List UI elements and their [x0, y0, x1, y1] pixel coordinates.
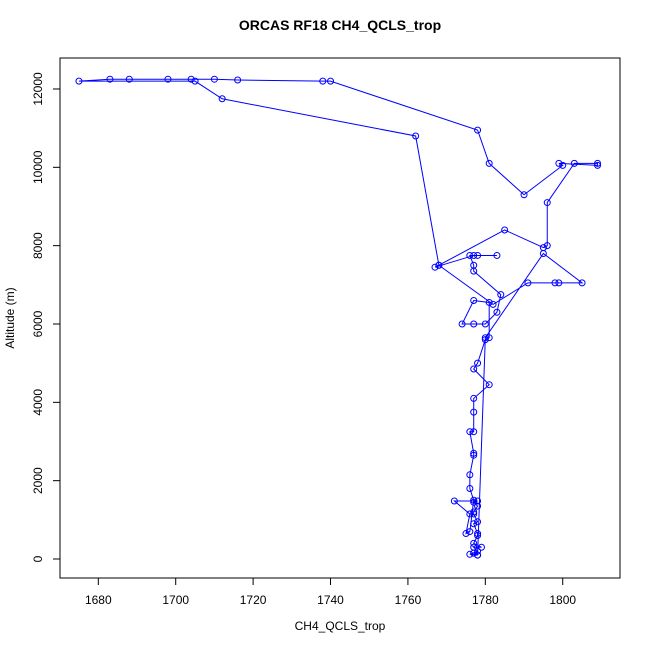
data-point: [470, 261, 478, 269]
data-point: [319, 77, 327, 85]
data-point: [485, 298, 493, 306]
data-point: [501, 226, 509, 234]
x-tick-label: 1680: [85, 593, 112, 607]
y-tick-label: 10000: [31, 150, 45, 184]
data-point: [187, 75, 195, 83]
data-point: [75, 77, 83, 85]
data-point: [470, 320, 478, 328]
data-point: [485, 159, 493, 167]
x-tick-label: 1700: [162, 593, 189, 607]
data-point: [470, 394, 478, 402]
data-point: [493, 251, 501, 259]
data-point: [474, 359, 482, 367]
data-point: [466, 471, 474, 479]
data-point: [431, 263, 439, 271]
data-point: [477, 543, 485, 551]
data-point: [466, 550, 474, 558]
data-point: [218, 95, 226, 103]
data-point: [470, 496, 478, 504]
y-tick-label: 6000: [31, 310, 45, 337]
data-point: [578, 279, 586, 287]
data-point: [470, 539, 478, 547]
data-point: [106, 75, 114, 83]
data-point: [485, 381, 493, 389]
data-point: [594, 159, 602, 167]
y-tick-label: 8000: [31, 232, 45, 259]
data-point: [450, 497, 458, 505]
data-point: [474, 547, 482, 555]
y-tick-label: 12000: [31, 72, 45, 106]
data-point: [470, 408, 478, 416]
y-tick-label: 0: [31, 555, 45, 562]
data-point: [489, 300, 497, 308]
data-point: [234, 76, 242, 84]
data-point: [470, 365, 478, 373]
data-point: [474, 251, 482, 259]
x-tick-label: 1760: [395, 593, 422, 607]
data-point: [470, 543, 478, 551]
data-point: [481, 320, 489, 328]
data-point: [555, 279, 563, 287]
data-point: [470, 296, 478, 304]
data-point: [474, 532, 482, 540]
y-tick-label: 2000: [31, 467, 45, 494]
data-point: [470, 428, 478, 436]
data-point: [470, 451, 478, 459]
data-point: [125, 75, 133, 83]
x-axis-label: CH4_QCLS_trop: [295, 619, 386, 633]
data-point: [466, 510, 474, 518]
data-point: [470, 520, 478, 528]
data-point: [543, 242, 551, 250]
data-point: [551, 279, 559, 287]
data-point: [466, 251, 474, 259]
data-point: [555, 159, 563, 167]
x-tick-label: 1740: [317, 593, 344, 607]
data-point: [412, 132, 420, 140]
data-point: [474, 126, 482, 134]
y-tick-label: 4000: [31, 389, 45, 416]
data-point: [474, 530, 482, 538]
data-point: [559, 161, 567, 169]
data-point: [470, 449, 478, 457]
data-point: [474, 502, 482, 510]
plot-frame: [59, 57, 621, 579]
data-point: [470, 251, 478, 259]
data-point: [466, 428, 474, 436]
data-point: [474, 497, 482, 505]
data-point: [470, 510, 478, 518]
y-axis-label: Altitude (m): [3, 287, 17, 348]
data-point: [462, 530, 470, 538]
data-point: [594, 161, 602, 169]
data-point: [466, 528, 474, 536]
x-tick-label: 1780: [472, 593, 499, 607]
data-point: [470, 508, 478, 516]
data-point: [481, 334, 489, 342]
data-point: [497, 291, 505, 299]
data-point: [458, 320, 466, 328]
data-point: [485, 334, 493, 342]
data-point: [327, 77, 335, 85]
data-point: [493, 308, 501, 316]
x-tick-label: 1720: [240, 593, 267, 607]
data-point: [474, 551, 482, 559]
data-point: [543, 199, 551, 207]
data-point: [524, 279, 532, 287]
data-point: [466, 485, 474, 493]
data-point: [210, 75, 218, 83]
data-point: [191, 77, 199, 85]
data-point: [570, 159, 578, 167]
data-point: [539, 249, 547, 257]
data-point: [520, 191, 528, 199]
chart-title: ORCAS RF18 CH4_QCLS_trop: [239, 17, 441, 33]
data-point: [164, 75, 172, 83]
x-tick-label: 1800: [549, 593, 576, 607]
data-point: [435, 261, 443, 269]
data-point: [481, 336, 489, 344]
data-point: [474, 518, 482, 526]
data-point: [470, 498, 478, 506]
